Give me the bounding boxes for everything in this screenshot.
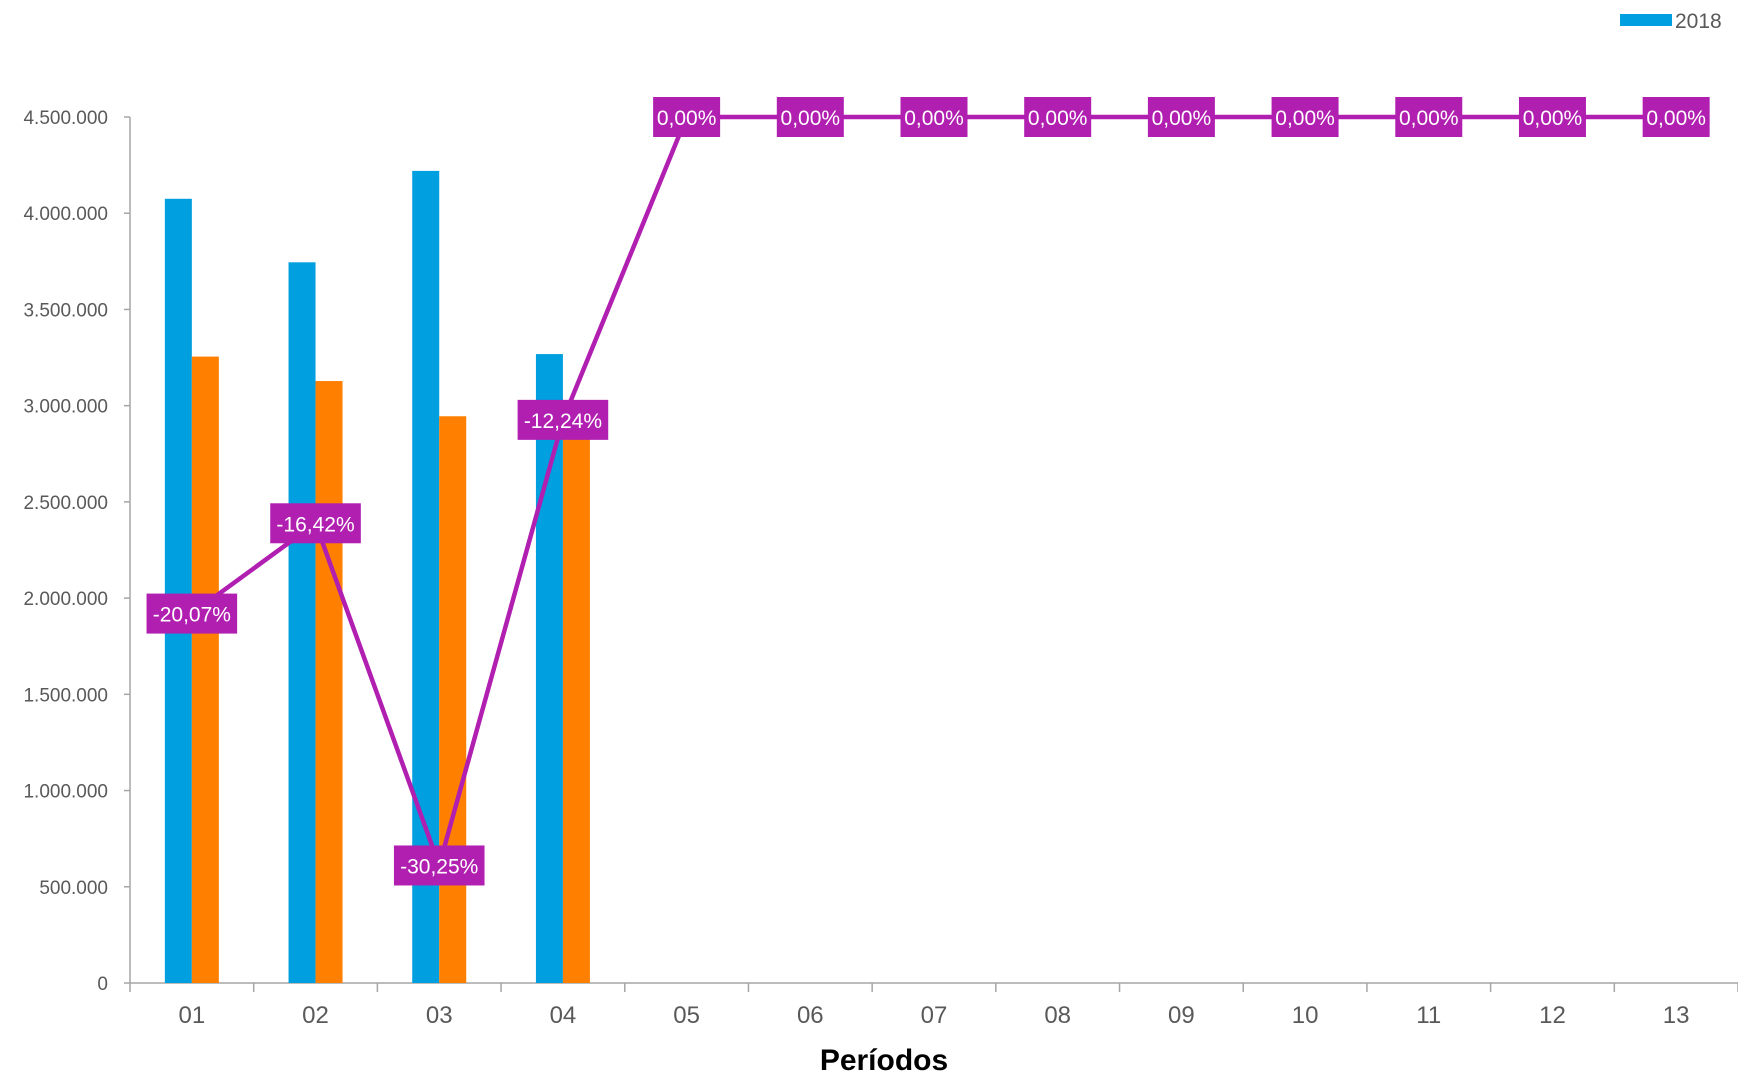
x-tick-label: 08 (1044, 1002, 1071, 1029)
percent-label: 0,00% (1399, 107, 1459, 130)
x-axis-title: Períodos (820, 1044, 948, 1077)
percent-label-box (1271, 97, 1339, 137)
x-tick-label: 05 (673, 1002, 700, 1029)
percent-label-box (1518, 97, 1586, 137)
line-series: -20,07% -16,42% -30,25% -12,24% 0,00% 0,00% 0,… (146, 97, 1710, 886)
percent-label-box (776, 97, 844, 137)
percent-label-box (1642, 97, 1710, 137)
x-tick-label: 04 (550, 1002, 577, 1029)
x-tick-label: 11 (1416, 1002, 1441, 1029)
percent-label-box (653, 97, 721, 137)
bar-series-1 (164, 198, 192, 984)
x-tick-label: 09 (1168, 1002, 1195, 1029)
x-tick-label: 02 (302, 1002, 329, 1029)
x-tick-label: 12 (1539, 1002, 1566, 1029)
percent-label: 0,00% (657, 107, 717, 130)
x-tick-label: 01 (178, 1002, 205, 1029)
percent-label-box (270, 503, 361, 544)
bar-series-1 (535, 354, 563, 983)
bar-series-2 (439, 416, 467, 983)
y-tick-label: 1.500.000 (23, 685, 108, 706)
percent-label-box (1395, 97, 1463, 137)
x-tick-label: 06 (797, 1002, 824, 1029)
y-axis: 0 500.000 1.000.000 1.500.000 2.000.000 2.500… (23, 108, 131, 995)
y-tick-label: 3.500.000 (23, 300, 108, 321)
percent-label-box (393, 845, 485, 886)
percent-label-box (146, 593, 238, 634)
percent-label: 0,00% (781, 107, 841, 130)
bar-series-1 (288, 262, 316, 984)
percent-label-box (517, 399, 609, 440)
percent-label: -16,42% (276, 513, 354, 536)
bars (164, 170, 590, 984)
y-tick-label: 1.000.000 (23, 782, 108, 803)
y-tick-label: 4.000.000 (23, 204, 108, 225)
x-tick-label: 13 (1663, 1002, 1690, 1029)
percent-label: 0,00% (1523, 107, 1583, 130)
percent-label: -30,25% (400, 855, 478, 878)
y-tick-label: 3.000.000 (23, 397, 108, 418)
percent-label: 0,00% (1275, 107, 1335, 130)
legend: 2018 (1620, 10, 1722, 33)
y-tick-label: 4.500.000 (23, 108, 108, 129)
percent-label: 0,00% (1152, 107, 1212, 130)
bar-series-2 (315, 381, 343, 983)
bar-series-2 (562, 430, 590, 983)
x-axis: 01 02 03 04 05 06 07 08 09 10 11 12 13 (129, 982, 1738, 1029)
y-tick-label: 2.500.000 (23, 493, 108, 514)
y-tick-label: 0 (97, 974, 108, 995)
legend-label-2018: 2018 (1675, 10, 1722, 33)
percent-label: -20,07% (153, 604, 231, 627)
percent-label-box (1024, 97, 1092, 137)
x-tick-label: 03 (426, 1002, 453, 1029)
bar-series-2 (191, 356, 219, 983)
y-tick-label: 500.000 (39, 878, 108, 899)
percent-label-box (1147, 97, 1215, 137)
y-tick-label: 2.000.000 (23, 589, 108, 610)
percent-label: 0,00% (1028, 107, 1088, 130)
percent-label-box (900, 97, 968, 137)
percent-label: -12,24% (524, 410, 602, 433)
legend-swatch-2018 (1620, 14, 1672, 26)
x-tick-label: 07 (921, 1002, 948, 1029)
x-tick-label: 10 (1292, 1002, 1319, 1029)
percent-label: 0,00% (1646, 107, 1706, 130)
percent-label: 0,00% (904, 107, 964, 130)
